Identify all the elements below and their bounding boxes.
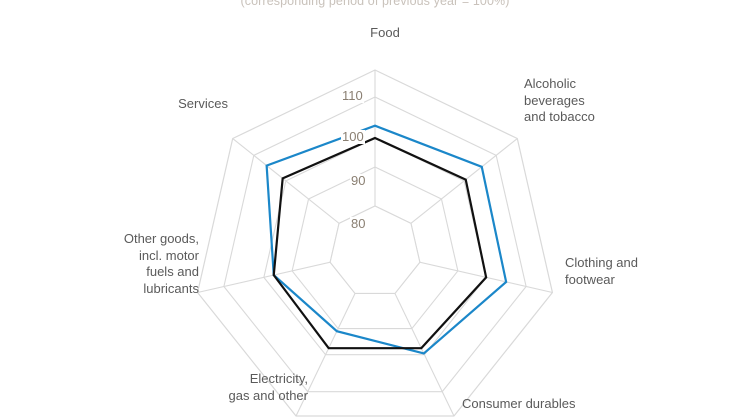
radar-series-series-blue (265, 124, 508, 355)
axis-label-other-goods: Other goods, incl. motor fuels and lubri… (123, 231, 199, 296)
radar-gridline-inner-80 (329, 205, 421, 294)
radar-gridline-100 (263, 137, 487, 356)
axis-label-food: Food (370, 25, 400, 40)
radial-tick-80: 80 (350, 216, 367, 231)
radar-gridline-90 (291, 166, 459, 330)
radar-outer-ring (196, 69, 554, 417)
radar-gridline-110 (223, 96, 527, 393)
axis-label-clothing: Clothing and footwear (565, 255, 638, 287)
axis-label-consumer-durables: Consumer durables (462, 396, 576, 411)
radial-tick-100: 100 (341, 129, 365, 144)
axis-label-services: Services (178, 96, 228, 111)
radial-tick-90: 90 (350, 173, 367, 188)
radial-tick-110: 110 (341, 88, 364, 103)
radar-center-mask (330, 206, 420, 294)
axis-label-electricity: Electricity, gas and other (228, 371, 308, 403)
radar-series-series-black (272, 136, 488, 350)
axis-label-alcoholic: Alcoholic beverages and tobacco (524, 76, 595, 124)
